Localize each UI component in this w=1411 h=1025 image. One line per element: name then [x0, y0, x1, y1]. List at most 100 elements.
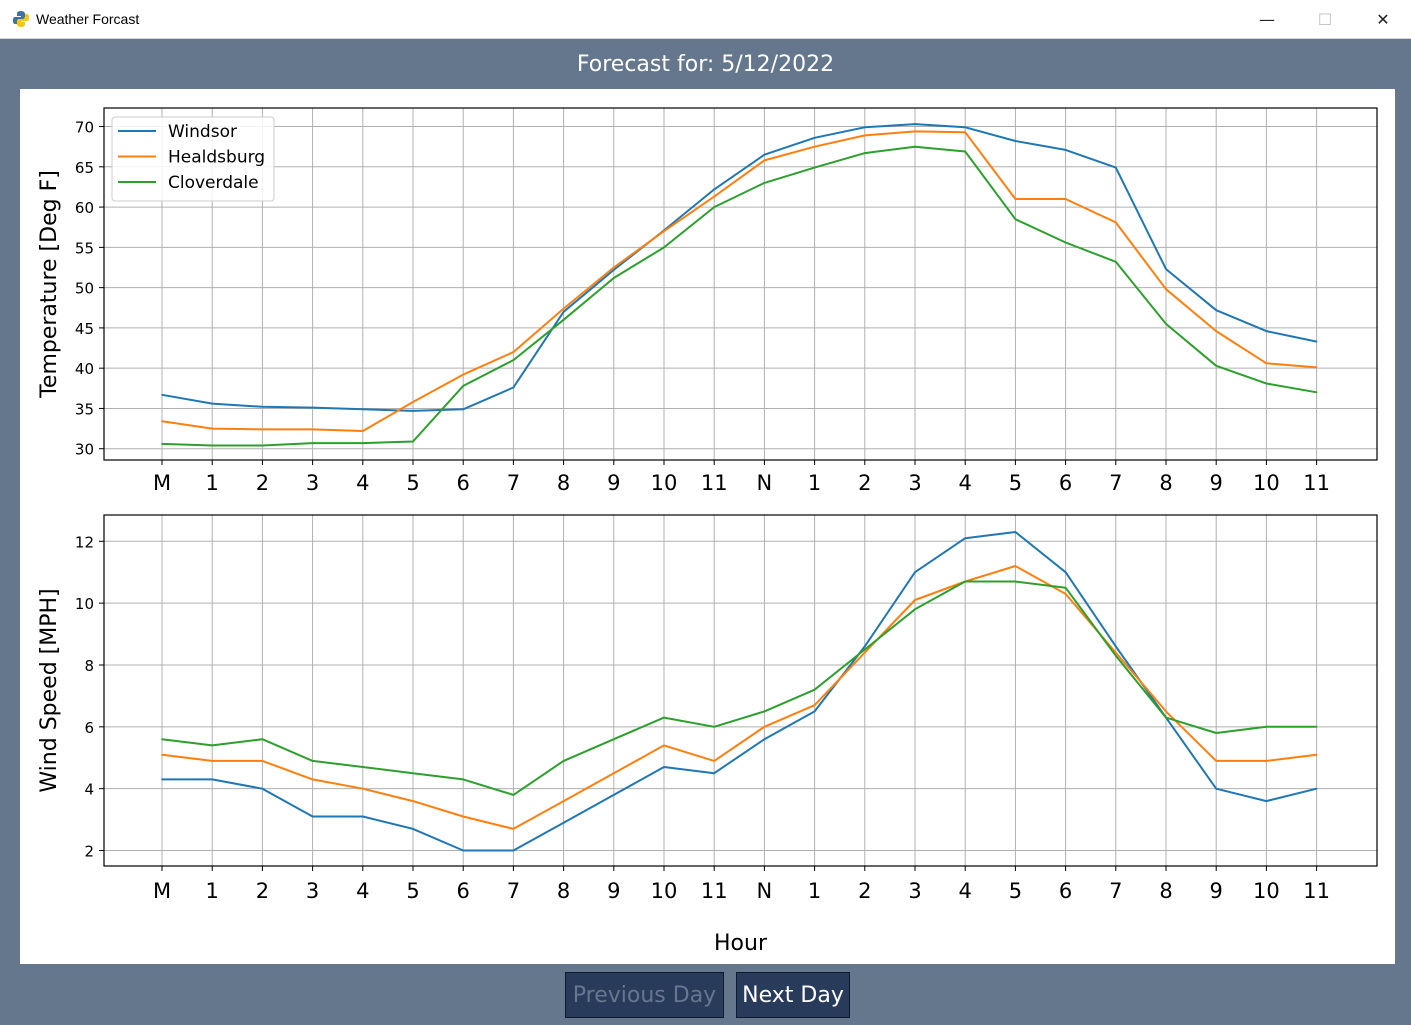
data-point-windsor — [663, 766, 665, 768]
data-point-windsor — [813, 710, 816, 713]
data-point-cloverdale — [562, 319, 565, 321]
x-tick-label: 4 — [959, 879, 972, 903]
data-point-healdsburg — [1014, 198, 1017, 200]
data-point-cloverdale — [412, 772, 414, 774]
x-tick-label: 10 — [1253, 471, 1280, 495]
data-point-windsor — [311, 815, 314, 818]
data-point-windsor — [161, 778, 163, 781]
data-point-windsor — [1115, 166, 1117, 169]
data-point-cloverdale — [1165, 716, 1167, 719]
data-point-cloverdale — [813, 688, 816, 691]
data-point-healdsburg — [462, 815, 465, 818]
x-tick-label: 11 — [1303, 879, 1330, 903]
minimize-button[interactable]: — — [1259, 9, 1275, 29]
y-tick-label: 4 — [84, 781, 94, 799]
x-tick-label: 7 — [507, 471, 520, 495]
y-tick-label: 60 — [75, 199, 94, 217]
data-point-cloverdale — [663, 716, 665, 719]
data-point-cloverdale — [1064, 586, 1067, 589]
data-point-healdsburg — [663, 744, 665, 747]
x-tick-label: 1 — [206, 471, 219, 495]
x-tick-label: N — [757, 879, 773, 903]
data-point-cloverdale — [362, 766, 364, 768]
data-point-healdsburg — [1165, 288, 1167, 290]
x-tick-label: 3 — [908, 879, 921, 903]
data-point-windsor — [864, 126, 866, 129]
data-point-cloverdale — [412, 440, 414, 443]
x-tick-label: N — [757, 471, 773, 495]
data-point-cloverdale — [1014, 580, 1017, 583]
data-point-windsor — [613, 269, 615, 271]
data-point-cloverdale — [1215, 732, 1217, 734]
forecast-title: Forecast for: 5/12/2022 — [576, 52, 835, 77]
x-tick-label: 5 — [406, 879, 419, 903]
x-tick-label: 6 — [1059, 471, 1072, 495]
data-point-windsor — [1315, 340, 1318, 343]
x-tick-label: 1 — [808, 879, 821, 903]
legend-label-windsor: Windsor — [168, 122, 237, 142]
x-tick-label: 2 — [256, 879, 269, 903]
data-point-cloverdale — [562, 760, 565, 762]
data-point-healdsburg — [562, 800, 565, 802]
previous-day-button[interactable]: Previous Day — [565, 972, 724, 1018]
data-point-cloverdale — [211, 444, 213, 447]
data-point-windsor — [713, 188, 715, 191]
data-point-cloverdale — [864, 648, 866, 651]
x-tick-label: 2 — [256, 471, 269, 495]
data-point-healdsburg — [261, 428, 264, 431]
x-tick-label: 7 — [507, 879, 520, 903]
maximize-button[interactable]: ☐ — [1317, 9, 1333, 29]
data-point-healdsburg — [1115, 651, 1117, 654]
data-point-healdsburg — [1215, 330, 1217, 332]
data-point-cloverdale — [864, 152, 866, 154]
plot-frame — [103, 107, 1378, 461]
y-tick-label: 10 — [75, 595, 94, 613]
data-point-cloverdale — [914, 608, 916, 611]
data-point-cloverdale — [1315, 391, 1318, 394]
y-axis-label: Temperature [Deg F] — [37, 170, 62, 399]
x-tick-label: 8 — [557, 471, 570, 495]
x-tick-label: 9 — [1210, 471, 1223, 495]
x-tick-label: 5 — [1009, 879, 1022, 903]
data-point-healdsburg — [1064, 593, 1067, 595]
series-line-healdsburg — [161, 130, 1317, 432]
data-point-windsor — [1064, 571, 1067, 573]
x-tick-label: 9 — [607, 879, 620, 903]
data-point-cloverdale — [462, 385, 465, 387]
data-point-windsor — [161, 394, 163, 396]
data-point-cloverdale — [1265, 382, 1268, 385]
next-day-button[interactable]: Next Day — [736, 972, 850, 1018]
legend: Windsor Healdsburg Cloverdale — [111, 116, 275, 202]
data-point-healdsburg — [813, 145, 816, 148]
data-point-healdsburg — [211, 760, 213, 762]
data-point-windsor — [1215, 787, 1217, 790]
data-point-windsor — [362, 408, 364, 411]
x-tick-label: 1 — [206, 879, 219, 903]
data-point-healdsburg — [1315, 753, 1318, 756]
x-tick-label: 11 — [701, 471, 728, 495]
data-point-cloverdale — [1115, 654, 1117, 657]
data-point-windsor — [864, 645, 866, 648]
x-tick-label: 7 — [1109, 879, 1122, 903]
data-point-healdsburg — [412, 401, 414, 403]
data-point-cloverdale — [161, 738, 163, 740]
data-point-cloverdale — [1064, 241, 1067, 244]
data-point-windsor — [462, 849, 465, 852]
data-point-cloverdale — [813, 166, 816, 169]
x-tick-label: M — [153, 471, 171, 495]
data-point-windsor — [512, 386, 515, 389]
title-bar: Weather Forcast — ☐ ✕ — [0, 0, 1411, 39]
x-tick-label: 11 — [701, 879, 728, 903]
legend-label-healdsburg: Healdsburg — [168, 148, 265, 168]
data-point-windsor — [462, 408, 465, 411]
close-button[interactable]: ✕ — [1376, 9, 1390, 29]
data-point-cloverdale — [1265, 726, 1268, 728]
data-point-windsor — [914, 571, 916, 573]
data-point-windsor — [1165, 268, 1167, 270]
y-tick-label: 55 — [75, 239, 94, 257]
x-tick-label: 8 — [557, 879, 570, 903]
data-point-healdsburg — [412, 800, 414, 802]
data-point-cloverdale — [261, 444, 264, 447]
data-point-windsor — [562, 821, 565, 824]
